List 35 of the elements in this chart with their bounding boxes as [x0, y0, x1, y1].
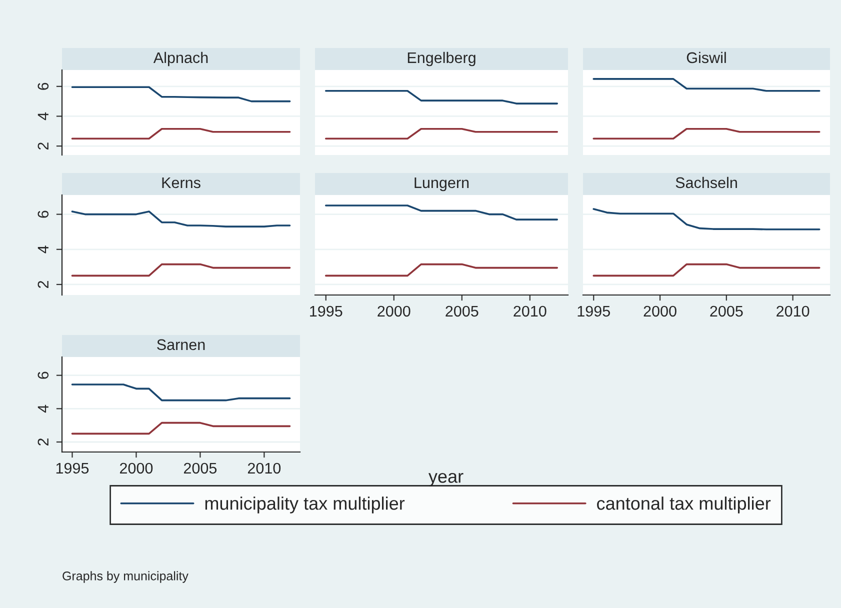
line-series [71, 86, 291, 102]
x-tick-label: 1995 [56, 462, 89, 474]
text: Graphs by municipality [62, 571, 188, 583]
y-tick-label: 2 [38, 438, 48, 446]
line-series [71, 384, 291, 402]
x-tick-label: 2005 [710, 306, 743, 317]
x-tick-label: 2010 [514, 306, 546, 317]
x-tick-label: 1995 [578, 306, 610, 317]
x-tick-label: 2010 [776, 306, 810, 317]
chart-title: Alpnach [153, 52, 208, 66]
x-tick-label: 1995 [310, 306, 342, 317]
text: year [428, 472, 464, 486]
y-tick-label: 6 [38, 82, 49, 90]
y-tick-label: 4 [38, 112, 48, 120]
y-tick-label: 6 [38, 210, 49, 218]
x-tick-label: 2000 [120, 462, 153, 474]
line-series [71, 210, 291, 228]
chart-title: Sachseln [676, 176, 737, 188]
y-tick-label: 6 [38, 372, 49, 379]
x-tick-label: 2005 [446, 306, 478, 317]
y-tick-label: 4 [38, 404, 48, 413]
chart-title: Sarnen [157, 339, 205, 350]
x-tick-label: 2010 [248, 462, 281, 474]
x-tick-label: 2000 [378, 306, 410, 317]
y-tick-label: 2 [38, 280, 48, 288]
chart-title: Lungern [414, 177, 469, 192]
y-tick-label: 4 [38, 246, 48, 254]
x-tick-label: 2000 [644, 306, 676, 317]
chart-title: Kerns [162, 177, 200, 188]
chart-title: Giswil [686, 52, 726, 64]
x-tick-label: 2005 [184, 462, 217, 474]
y-tick-label: 2 [38, 142, 48, 150]
legend-label: municipality tax multiplier [205, 496, 405, 514]
legend-label: cantonal tax multiplier [597, 496, 771, 514]
chart-title: Engelberg [408, 52, 476, 66]
